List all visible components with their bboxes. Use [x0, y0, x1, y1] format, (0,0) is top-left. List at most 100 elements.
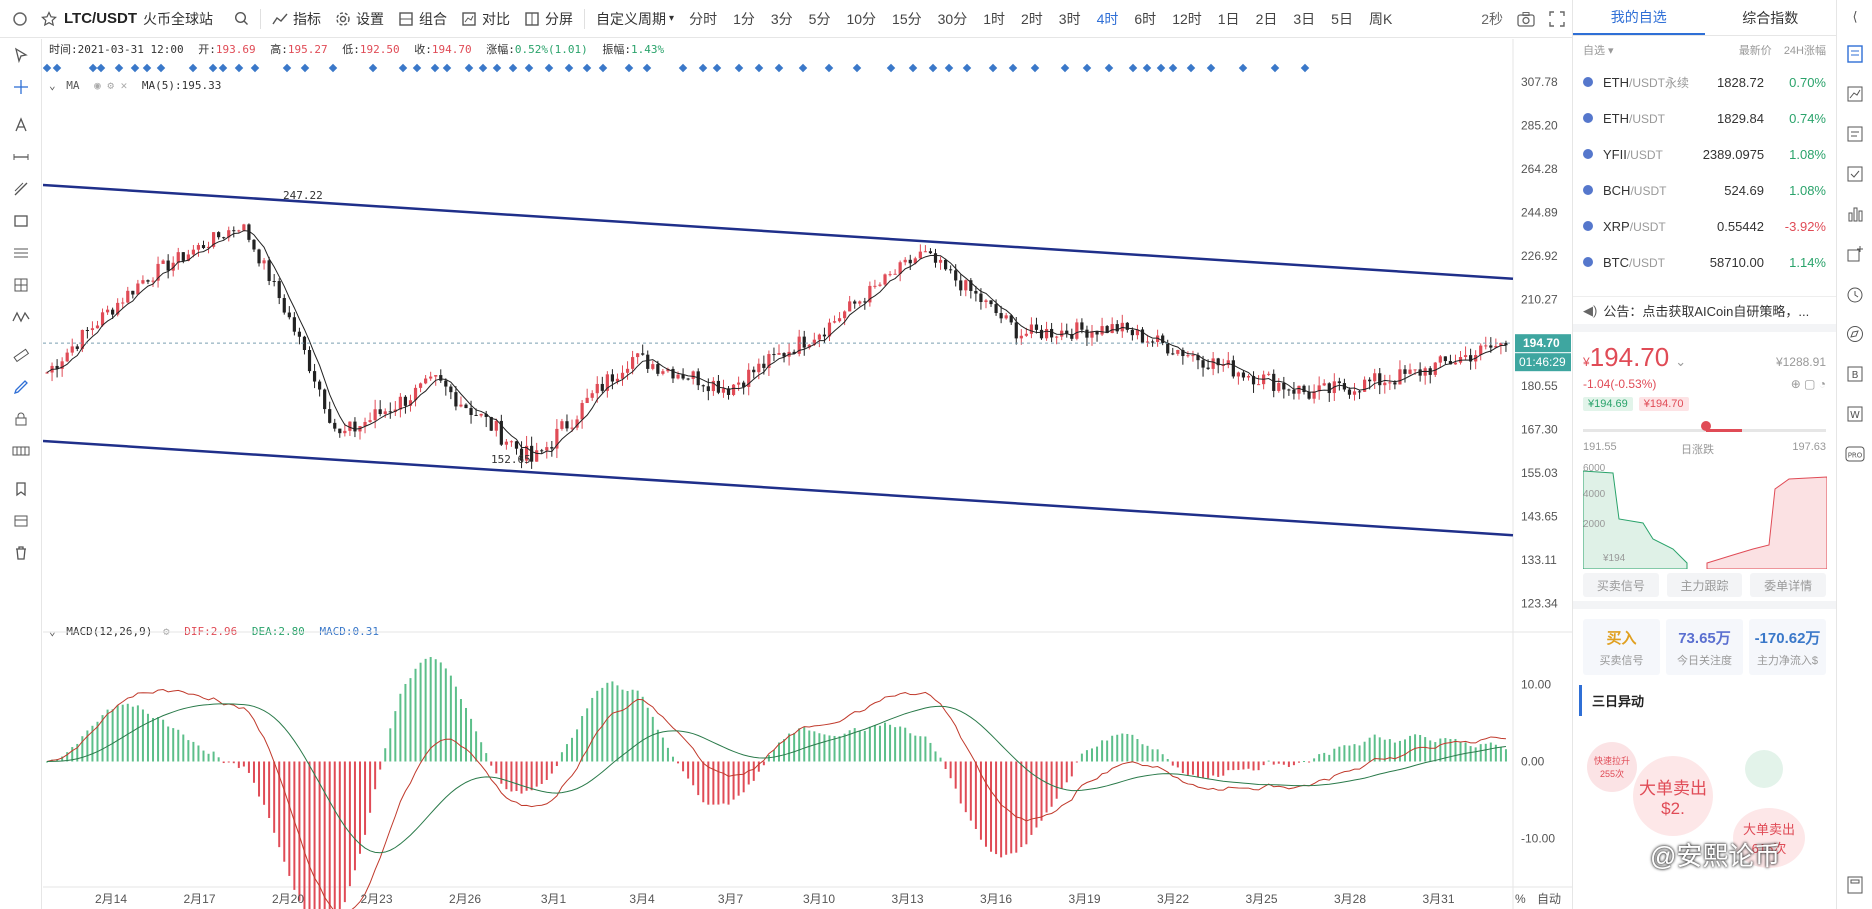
- stat-net-inflow[interactable]: -170.62万 主力净流入$: [1749, 619, 1826, 675]
- watchlist-row[interactable]: ETH/USDT永续 1828.72 0.70%: [1573, 64, 1836, 100]
- period-15[interactable]: 3日: [1293, 10, 1316, 27]
- period-0[interactable]: 分时: [689, 10, 718, 27]
- eye-icon[interactable]: ◉: [94, 79, 101, 92]
- subtab-main-force[interactable]: 主力跟踪: [1666, 573, 1743, 597]
- crosshair-tool-icon[interactable]: [0, 71, 42, 103]
- subtab-orders[interactable]: 委单详情: [1750, 573, 1827, 597]
- symbol-label[interactable]: LTC/USDT 火币全球站: [64, 10, 214, 27]
- notice-bar[interactable]: ◀) 公告：点击获取AICoin自研策略，...: [1573, 296, 1836, 332]
- bookmark-icon[interactable]: [0, 473, 42, 505]
- period-5[interactable]: 15分: [892, 10, 922, 27]
- period-6[interactable]: 30分: [937, 10, 968, 27]
- cursor-tool-icon[interactable]: [0, 39, 42, 71]
- indicator-button[interactable]: 指标: [265, 0, 328, 38]
- alarm-clock-icon[interactable]: [1837, 274, 1872, 314]
- watchlist-row[interactable]: BTC/USDT 58710.00 1.14%: [1573, 244, 1836, 280]
- subtab-signals[interactable]: 买卖信号: [1583, 573, 1659, 597]
- candlestick-chart[interactable]: 307.78 285.20 264.28 244.89 226.92 210.27 180.…: [43, 39, 1572, 909]
- period-2[interactable]: 3分: [770, 10, 793, 27]
- bubble-large-sell[interactable]: 大单卖出 $2.: [1633, 756, 1713, 836]
- pro-icon[interactable]: PRO: [1837, 434, 1872, 474]
- period-11[interactable]: 6时: [1134, 10, 1157, 27]
- tab-my-watchlist[interactable]: 我的自选: [1573, 0, 1705, 35]
- layer-settings-icon[interactable]: [0, 505, 42, 537]
- favorite-star-icon[interactable]: [34, 0, 64, 38]
- collapse-arrow-icon[interactable]: ⌄: [49, 79, 56, 92]
- bubble-large-sell-2[interactable]: 大单卖出 616次: [1733, 808, 1805, 868]
- strategy-b-icon[interactable]: B: [1837, 354, 1872, 394]
- period-9[interactable]: 3时: [1058, 10, 1081, 27]
- news-icon[interactable]: [1837, 114, 1872, 154]
- macd-histogram-bar: [1131, 734, 1134, 762]
- checklist-icon[interactable]: [1837, 154, 1872, 194]
- market-chart-icon[interactable]: [1837, 74, 1872, 114]
- watchlist-row[interactable]: BCH/USDT 524.69 1.08%: [1573, 172, 1836, 208]
- auto-scale-toggle[interactable]: 自动: [1537, 892, 1561, 906]
- macd-histogram-bar: [1257, 761, 1260, 771]
- chevron-down-icon[interactable]: ⌄: [1675, 354, 1687, 369]
- period-14[interactable]: 2日: [1255, 10, 1278, 27]
- add-panel-icon[interactable]: [1837, 234, 1872, 274]
- rectangle-tool-icon[interactable]: [0, 205, 42, 237]
- period-17[interactable]: 周K: [1368, 10, 1393, 27]
- watchlist-row[interactable]: YFII/USDT 2389.0975 1.08%: [1573, 136, 1836, 172]
- group-selector[interactable]: 自选 ▾: [1583, 45, 1614, 57]
- camera-icon[interactable]: [1510, 0, 1542, 38]
- settings-button[interactable]: 设置: [328, 0, 391, 38]
- compass-icon[interactable]: [1837, 314, 1872, 354]
- bubble-green[interactable]: [1745, 750, 1783, 788]
- period-4[interactable]: 10分: [846, 10, 877, 27]
- macd-histogram-bar: [1398, 740, 1401, 762]
- stat-attention[interactable]: 73.65万 今日关注度: [1666, 619, 1743, 675]
- period-8[interactable]: 2时: [1021, 10, 1043, 27]
- search-icon[interactable]: [227, 0, 256, 38]
- collapse-icon[interactable]: ⟨: [1852, 9, 1858, 24]
- candle-body: [631, 357, 635, 369]
- split-screen-button[interactable]: 分屏: [517, 0, 580, 38]
- magnet-icon[interactable]: [0, 435, 42, 467]
- macd-histogram-bar: [727, 761, 730, 805]
- compare-button[interactable]: 对比: [454, 0, 517, 38]
- text-tool-icon[interactable]: [0, 109, 42, 141]
- stat-signal[interactable]: 买入 买卖信号: [1583, 619, 1660, 675]
- ruler-icon[interactable]: [0, 339, 42, 371]
- custom-period-dropdown[interactable]: 自定义周期 ▾: [596, 10, 675, 27]
- grid-tool-icon[interactable]: [0, 269, 42, 301]
- period-1[interactable]: 1分: [733, 10, 755, 27]
- refresh-interval[interactable]: 2秒: [1481, 11, 1503, 27]
- lock-icon[interactable]: [0, 403, 42, 435]
- pen-tool-icon[interactable]: [0, 371, 42, 403]
- period-12[interactable]: 12时: [1172, 10, 1202, 27]
- macd-histogram-bar: [1090, 748, 1093, 762]
- chart-area[interactable]: 时间:2021-03-31 12:00 开:193.69 高:195.27 低:…: [43, 39, 1572, 909]
- panel-tool-icons[interactable]: ⊕ ▢ ◔: [1790, 377, 1826, 391]
- watchlist-row[interactable]: ETH/USDT 1829.84 0.74%: [1573, 100, 1836, 136]
- ma-legend[interactable]: ⌄ MA ◉ ⚙ ✕ MA(5):195.33: [49, 79, 222, 92]
- fullscreen-icon[interactable]: [1542, 0, 1572, 38]
- wave-tool-icon[interactable]: [0, 301, 42, 333]
- period-7[interactable]: 1时: [983, 10, 1005, 27]
- calculator-icon[interactable]: [1837, 865, 1872, 905]
- signal-subtabs: 买卖信号 主力跟踪 委单详情: [1573, 569, 1836, 601]
- watchlist-icon[interactable]: [1837, 34, 1872, 74]
- wallet-w-icon[interactable]: W: [1837, 394, 1872, 434]
- gear-icon[interactable]: ⚙: [107, 79, 114, 92]
- bubble-fast-rise[interactable]: 快速拉升 255次: [1587, 742, 1637, 792]
- trash-icon[interactable]: [0, 537, 42, 569]
- period-10[interactable]: 4时: [1096, 10, 1119, 27]
- close-icon[interactable]: ✕: [120, 79, 128, 92]
- macd-histogram-bar: [1348, 745, 1351, 762]
- fib-tool-icon[interactable]: [0, 173, 42, 205]
- period-3[interactable]: 5分: [808, 10, 831, 27]
- candle-body: [363, 421, 367, 427]
- combo-button[interactable]: 组合: [391, 0, 454, 38]
- measure-line-icon[interactable]: [0, 141, 42, 173]
- tab-composite-index[interactable]: 综合指数: [1742, 9, 1799, 26]
- menu-icon[interactable]: [6, 0, 34, 38]
- bar-stats-icon[interactable]: [1837, 194, 1872, 234]
- parallel-lines-icon[interactable]: [0, 237, 42, 269]
- period-16[interactable]: 5日: [1331, 10, 1353, 27]
- percent-toggle[interactable]: %: [1515, 892, 1526, 906]
- period-13[interactable]: 1日: [1217, 10, 1240, 27]
- watchlist-row[interactable]: XRP/USDT 0.55442 -3.92%: [1573, 208, 1836, 244]
